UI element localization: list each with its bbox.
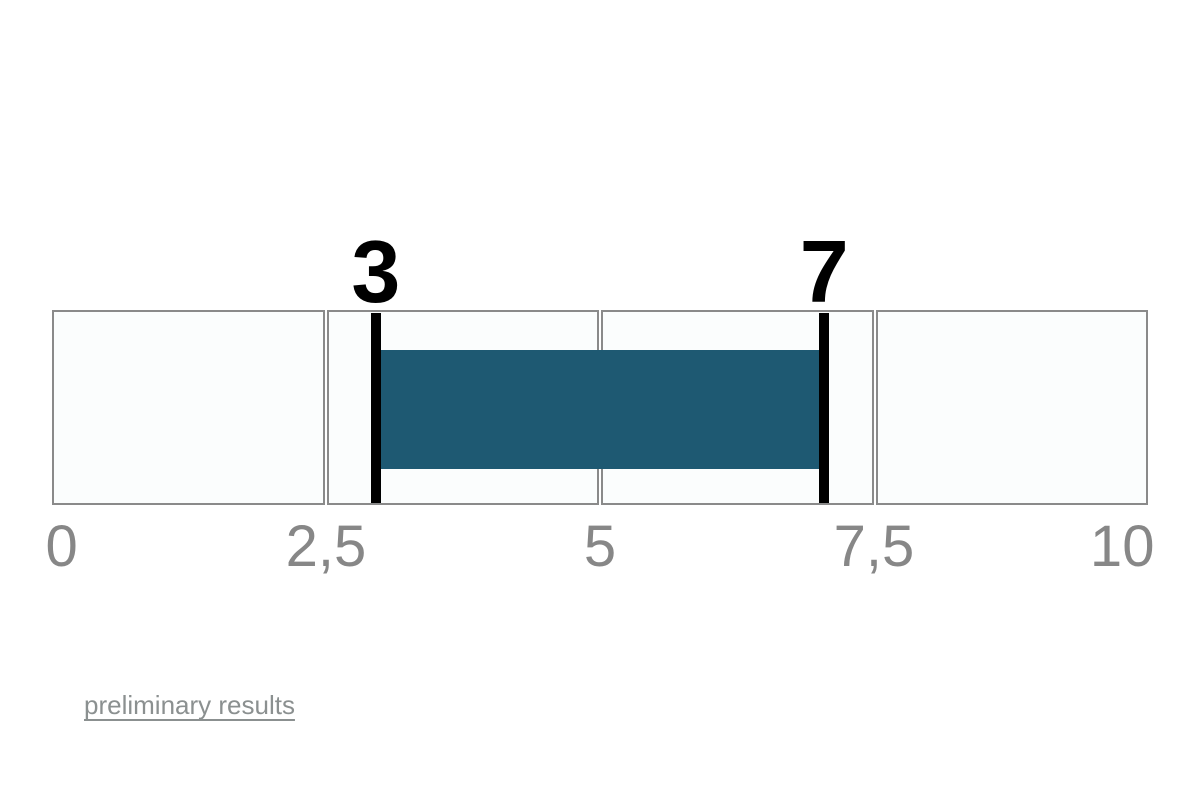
- range-end-value: 7: [799, 222, 849, 321]
- axis-tick-label-10: 10: [1089, 514, 1155, 579]
- preliminary-results-link[interactable]: preliminary results: [84, 690, 295, 720]
- scale-segment-1: [52, 310, 325, 505]
- range-end-marker: [819, 313, 830, 503]
- range-start-marker: [370, 313, 381, 503]
- axis-tick-label-0: 0: [45, 514, 78, 579]
- axis-tick-label-2-5: 2,5: [285, 514, 367, 579]
- axis-tick-label-7-5: 7,5: [833, 514, 915, 579]
- range-bar: [380, 350, 820, 469]
- range-start-value: 3: [351, 222, 401, 321]
- scale-segment-4: [875, 310, 1148, 505]
- range-chart: 3 7 0 2,5 5 7,5 10: [46, 228, 1155, 576]
- axis-tick-label-5: 5: [583, 514, 617, 579]
- axis-tick-row: 0 2,5 5 7,5 10: [46, 514, 1155, 588]
